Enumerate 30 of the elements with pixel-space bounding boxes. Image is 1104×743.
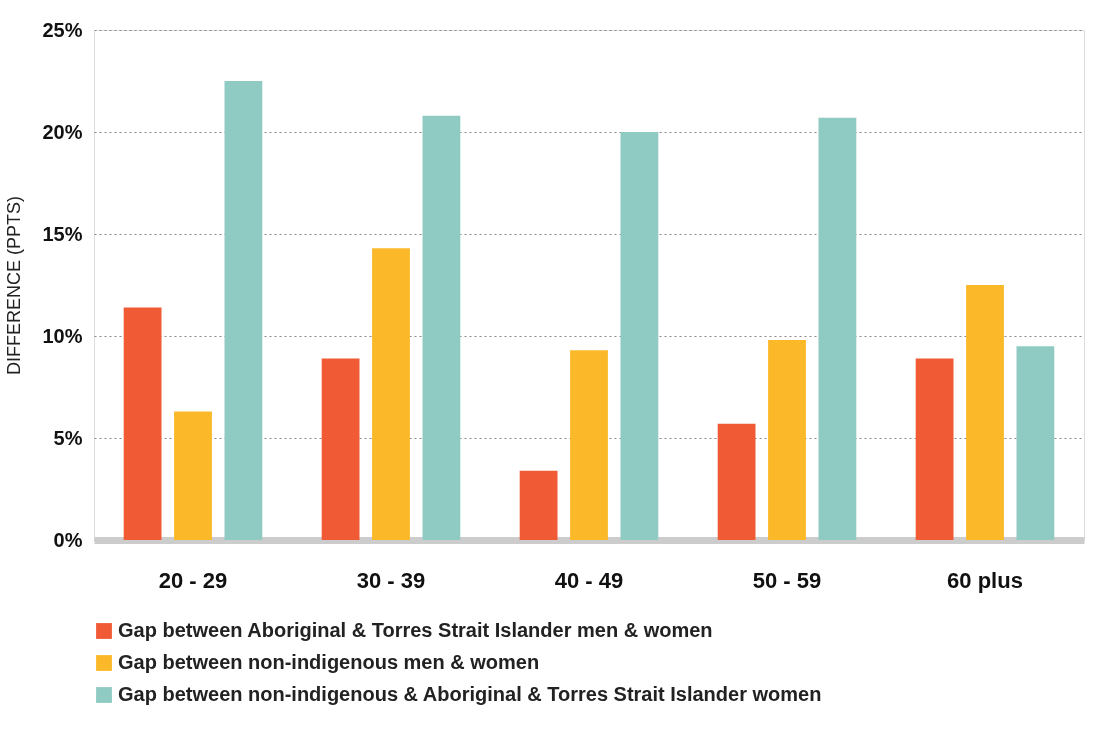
bar (372, 248, 410, 540)
legend-label: Gap between Aboriginal & Torres Strait Islander men & women (118, 619, 713, 641)
bar (422, 115, 461, 540)
bar (321, 358, 360, 540)
legend-label: Gap between non-indigenous & Aboriginal & Torres Strait Islander women (118, 683, 822, 705)
bar (915, 358, 954, 540)
x-tick-label: 20 - 29 (158, 567, 228, 593)
x-tick-label: 50 - 59 (752, 567, 822, 593)
y-tick-label: 20% (42, 120, 83, 143)
legend-label: Gap between non-indigenous men & women (118, 651, 540, 673)
x-tick-label: 60 plus (947, 567, 1023, 593)
x-tick-label: 30 - 39 (356, 567, 426, 593)
y-tick-label: 10% (42, 324, 83, 347)
bar (570, 350, 608, 540)
x-tick-label: 40 - 49 (554, 567, 624, 593)
bar (1016, 346, 1055, 540)
bar (519, 470, 558, 540)
y-tick-label: 0% (53, 528, 83, 551)
bar (224, 81, 263, 540)
bar (966, 285, 1004, 540)
bar (768, 340, 806, 540)
bar (620, 132, 659, 540)
bar (818, 117, 857, 540)
y-tick-label: 5% (53, 426, 83, 449)
y-tick-label: 25% (42, 18, 83, 41)
y-tick-label: 15% (42, 222, 83, 245)
bar (174, 411, 212, 540)
bar (123, 307, 162, 540)
bar (717, 423, 756, 540)
y-axis-title: DIFFERENCE (PPTS) (4, 195, 25, 376)
